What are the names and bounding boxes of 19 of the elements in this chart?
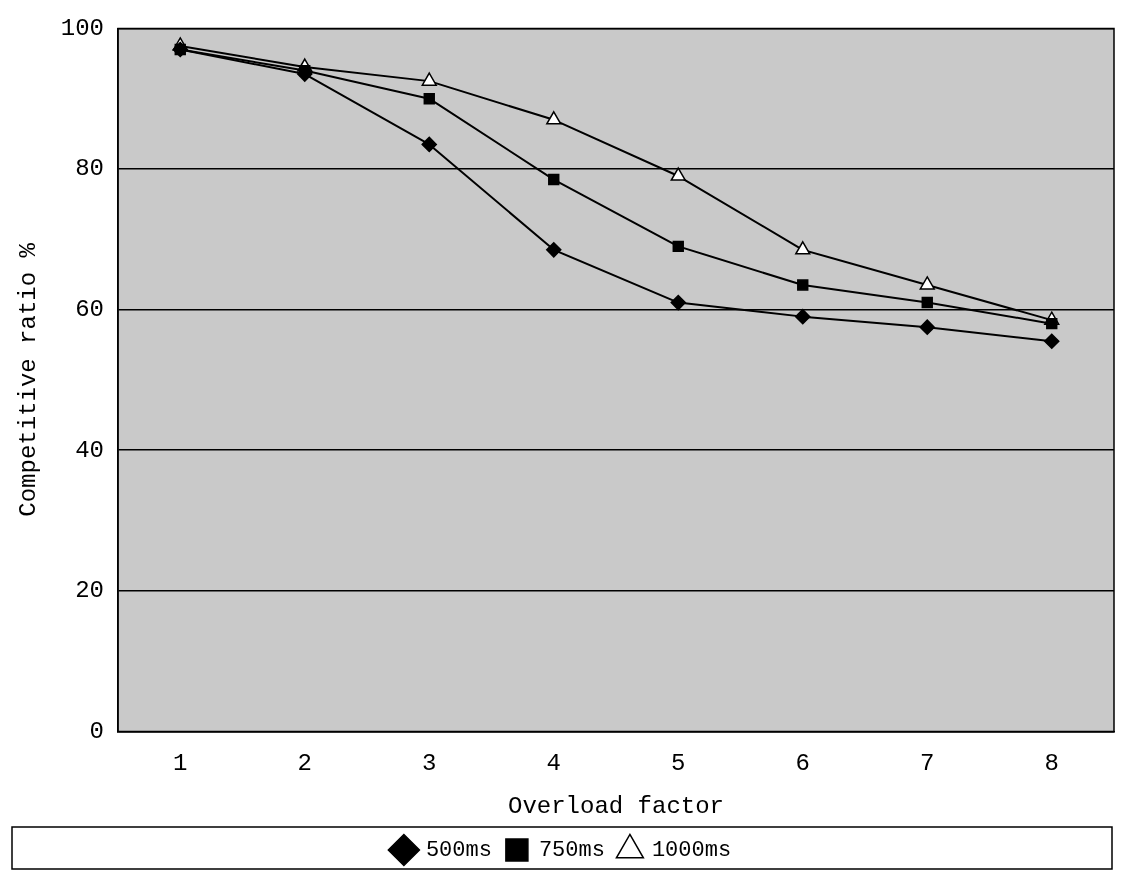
x-tick-label: 8 [1044,750,1059,778]
x-tick-label: 6 [795,750,810,778]
x-tick-label: 7 [920,750,935,778]
x-axis-title: Overload factor [507,792,725,820]
legend-label: 500ms [425,837,492,863]
y-tick-label: 60 [75,295,105,323]
y-tick-label: 0 [89,717,105,745]
legend-label: 750ms [538,837,605,863]
y-tick-label: 100 [60,14,105,42]
x-tick-label: 2 [297,750,312,778]
y-axis-title: Competitive ratio % [14,242,42,517]
y-tick-label: 80 [75,155,105,183]
legend-label: 1000ms [651,837,732,863]
y-tick-label: 40 [75,436,105,464]
y-tick-label: 20 [75,577,105,605]
x-tick-label: 5 [671,750,686,778]
x-tick-label: 4 [546,750,561,778]
x-tick-label: 3 [422,750,437,778]
x-tick-label: 1 [173,750,188,778]
